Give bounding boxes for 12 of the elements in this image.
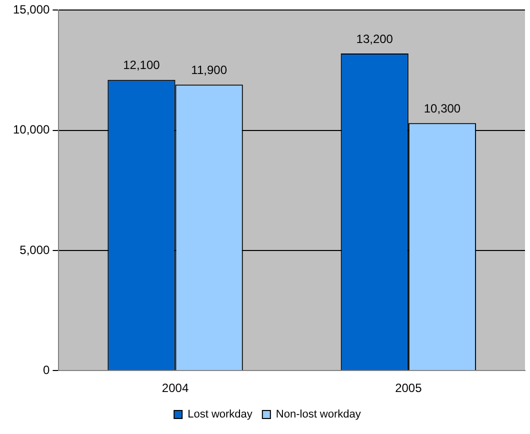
- data-label: 13,200: [356, 32, 394, 46]
- legend-label: Non-lost workday: [276, 408, 362, 421]
- y-tick-label: 10,000: [13, 122, 50, 137]
- x-tick-label: 2004: [162, 381, 189, 396]
- data-label: 11,900: [191, 62, 228, 77]
- legend-label: Lost workday: [188, 408, 253, 421]
- x-tick-label: 2005: [395, 381, 422, 396]
- data-label: 12,100: [123, 58, 160, 72]
- y-tick-label: 5,000: [20, 242, 50, 257]
- y-tick-label: 15,000: [13, 2, 50, 17]
- data-label: 10,300: [424, 101, 461, 116]
- y-tick-label: 0: [43, 362, 50, 377]
